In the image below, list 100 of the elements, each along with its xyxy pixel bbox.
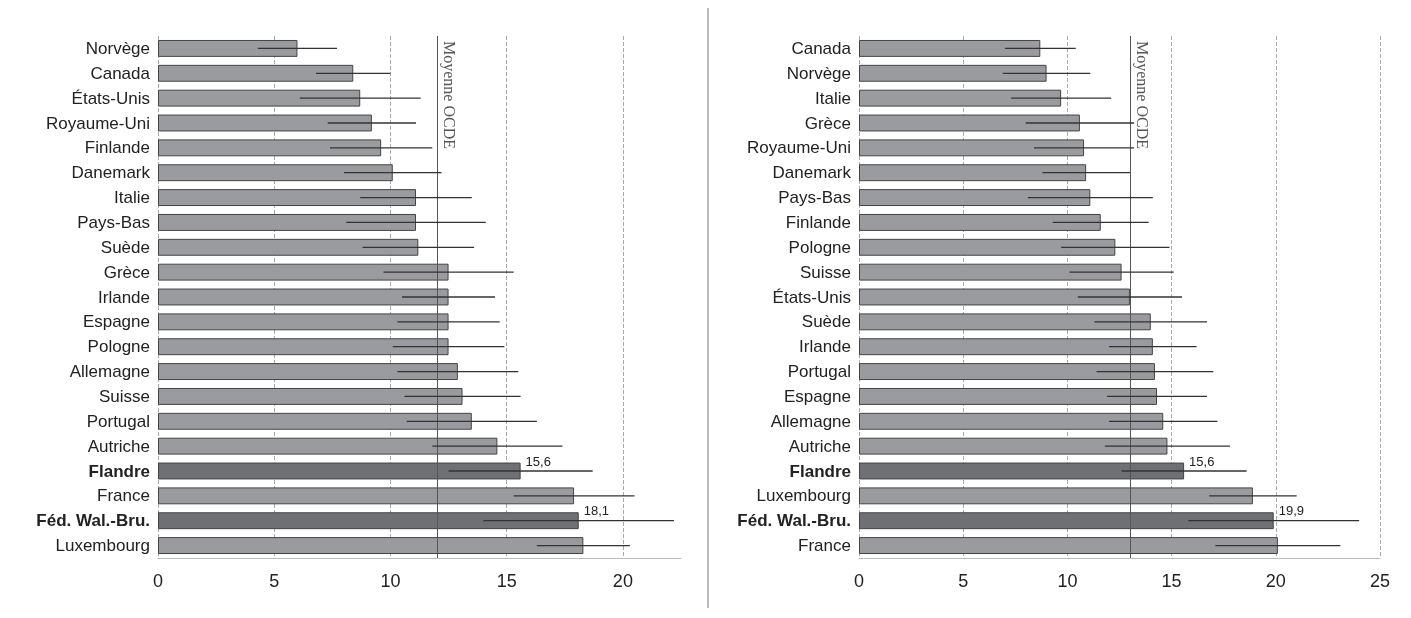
bar xyxy=(158,462,521,480)
bar xyxy=(859,387,1158,405)
y-tick-label: Allemagne xyxy=(69,362,150,382)
bar xyxy=(859,462,1185,480)
bar xyxy=(158,512,579,530)
y-tick-label: Luxembourg xyxy=(55,536,150,556)
x-tick-label: 0 xyxy=(152,571,164,591)
y-tick-label: Autriche xyxy=(788,436,851,456)
y-tick-label: Espagne xyxy=(783,386,851,406)
y-tick-label: Grèce xyxy=(103,262,150,282)
bar xyxy=(859,363,1155,381)
bar xyxy=(158,39,298,57)
x-tick-label: 15 xyxy=(496,571,517,591)
y-tick-label: Italie xyxy=(114,188,150,208)
ref-line-label: Moyenne OCDE xyxy=(1133,41,1152,149)
y-tick-label: Espagne xyxy=(82,312,150,332)
y-tick-label: Suisse xyxy=(799,262,851,282)
x-tick-label: 20 xyxy=(612,571,633,591)
bar xyxy=(859,64,1047,82)
y-tick-label: Flandre xyxy=(88,461,150,481)
y-tick-label: Allemagne xyxy=(770,411,851,431)
x-tick-label: 15 xyxy=(1161,571,1182,591)
y-tick-label: Irlande xyxy=(98,287,150,307)
bar xyxy=(859,412,1164,430)
y-tick-label: États-Unis xyxy=(71,88,150,108)
bar xyxy=(859,164,1087,182)
bar xyxy=(158,412,472,430)
y-tick-label: Flandre xyxy=(789,461,851,481)
y-tick-label: Luxembourg xyxy=(756,486,851,506)
bar xyxy=(859,537,1278,555)
x-tick-label: 0 xyxy=(853,571,865,591)
y-tick-label: Italie xyxy=(815,88,851,108)
bar xyxy=(859,512,1274,530)
y-tick-label: Finlande xyxy=(84,138,150,158)
bar xyxy=(158,64,354,82)
x-tick-label: 5 xyxy=(269,571,280,591)
bar xyxy=(158,238,419,256)
y-tick-label: Pays-Bas xyxy=(77,212,150,232)
x-tick-label: 25 xyxy=(1369,571,1391,591)
bar xyxy=(859,487,1253,505)
bar xyxy=(859,189,1091,207)
y-tick-label: Royaume-Uni xyxy=(747,138,851,158)
y-tick-label: Pologne xyxy=(788,237,851,257)
x-tick-label: 5 xyxy=(958,571,969,591)
bar xyxy=(859,114,1080,132)
bar xyxy=(158,288,449,306)
y-tick-label: France xyxy=(798,536,851,556)
bar xyxy=(859,313,1151,331)
y-tick-label: États-Unis xyxy=(772,287,851,307)
y-tick-label: Grèce xyxy=(804,113,851,133)
bar xyxy=(859,213,1101,231)
y-tick-label: Autriche xyxy=(87,436,150,456)
y-tick-label: Danemark xyxy=(772,163,852,183)
y-tick-label: Féd. Wal.-Bru. xyxy=(737,511,851,531)
bar xyxy=(859,338,1153,356)
bar xyxy=(859,139,1085,157)
bar xyxy=(158,387,463,405)
bar xyxy=(158,263,449,281)
x-tick-label: 10 xyxy=(1057,571,1078,591)
y-tick-label: Danemark xyxy=(71,163,151,183)
bar xyxy=(859,39,1041,57)
y-tick-label: Suisse xyxy=(98,386,150,406)
y-tick-label: Norvège xyxy=(786,63,851,83)
bar xyxy=(859,288,1130,306)
bar xyxy=(158,189,417,207)
y-tick-label: Canada xyxy=(791,38,852,58)
bar xyxy=(158,338,449,356)
y-tick-label: Canada xyxy=(90,63,151,83)
bar xyxy=(158,164,393,182)
y-tick-label: Portugal xyxy=(787,362,851,382)
data-label: 15,6 xyxy=(1189,453,1215,469)
x-tick-label: 20 xyxy=(1265,571,1286,591)
bar xyxy=(158,89,361,107)
bar xyxy=(158,363,458,381)
y-tick-label: Suède xyxy=(801,312,851,332)
y-tick-label: Portugal xyxy=(86,411,150,431)
y-tick-label: Pologne xyxy=(87,337,150,357)
data-label: 18,1 xyxy=(583,503,610,519)
bar xyxy=(158,487,575,505)
data-label: 15,6 xyxy=(525,453,551,469)
bar xyxy=(158,114,372,132)
y-tick-label: Pays-Bas xyxy=(778,188,851,208)
y-tick-label: Irlande xyxy=(799,337,851,357)
bar xyxy=(859,89,1062,107)
bar xyxy=(158,213,417,231)
bar xyxy=(859,437,1168,455)
bar xyxy=(158,139,382,157)
bar xyxy=(158,437,498,455)
y-tick-label: Suède xyxy=(100,237,150,257)
y-tick-label: France xyxy=(97,486,150,506)
data-label: 19,9 xyxy=(1278,503,1305,519)
y-tick-label: Finlande xyxy=(785,212,851,232)
bar xyxy=(158,313,449,331)
bar xyxy=(158,537,584,555)
y-tick-label: Norvège xyxy=(85,38,150,58)
bar xyxy=(859,263,1122,281)
y-tick-label: Royaume-Uni xyxy=(46,113,150,133)
x-tick-label: 10 xyxy=(380,571,401,591)
y-tick-label: Féd. Wal.-Bru. xyxy=(36,511,150,531)
bar xyxy=(859,238,1116,256)
